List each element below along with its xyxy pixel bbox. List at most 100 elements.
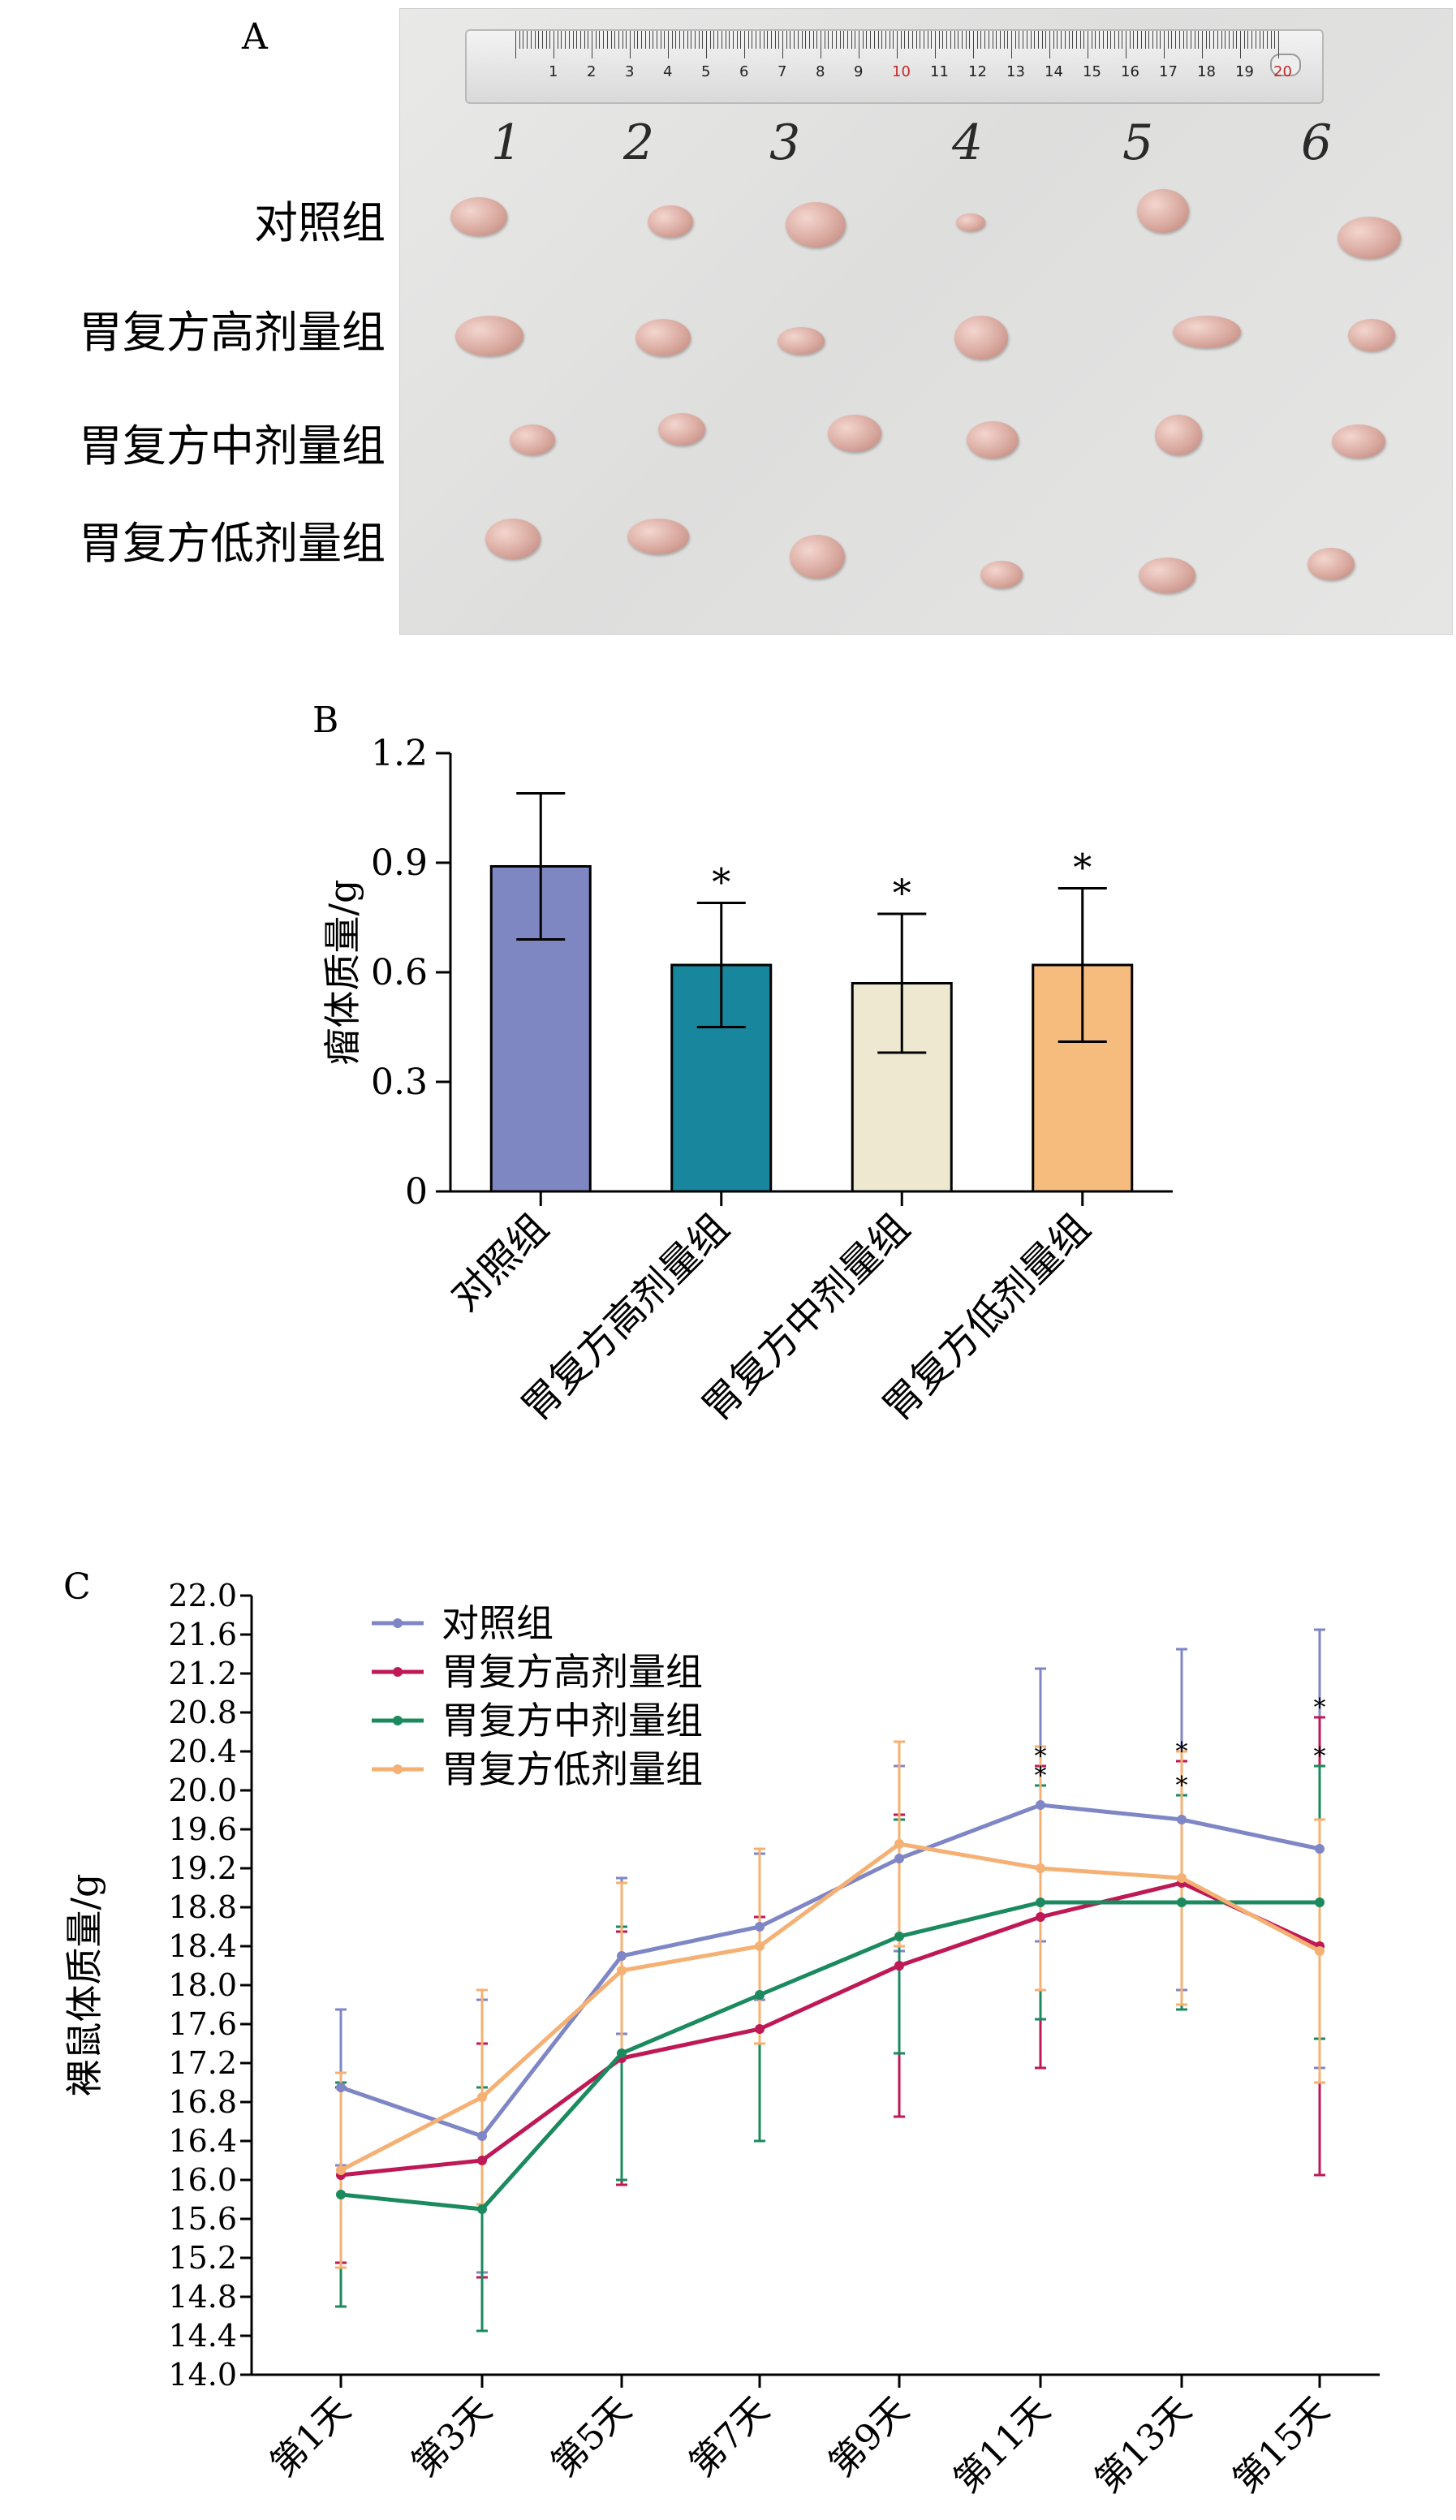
data-point xyxy=(755,2024,765,2034)
ruler-tick xyxy=(797,31,799,49)
y-axis-label: 裸鼠体质量/g xyxy=(62,1874,106,2097)
ruler-tick xyxy=(1129,31,1131,49)
ruler-tick xyxy=(1083,31,1085,49)
ruler-tick xyxy=(954,31,955,49)
ruler-number: 11 xyxy=(930,63,949,80)
ruler-tick xyxy=(1037,31,1039,49)
ruler-tick xyxy=(530,31,532,49)
ruler-tick xyxy=(626,31,627,49)
ruler-tick xyxy=(1221,31,1222,49)
ruler-tick xyxy=(630,31,631,58)
ruler-tick xyxy=(1014,31,1016,49)
ruler-tick xyxy=(1041,31,1043,49)
ruler-tick xyxy=(801,31,803,49)
ruler-number: 5 xyxy=(701,63,711,80)
data-point xyxy=(1315,1898,1325,1907)
ruler-tick xyxy=(568,31,570,49)
ruler-tick xyxy=(541,31,543,49)
ruler-tick xyxy=(1263,31,1264,49)
tumor-specimen xyxy=(1332,424,1385,459)
ruler-tick xyxy=(1160,31,1161,49)
ruler-tick xyxy=(816,31,818,49)
data-point xyxy=(894,1961,904,1971)
x-tick-label: 第11天 xyxy=(946,2389,1058,2501)
significance-mark: * xyxy=(1176,1772,1188,1800)
body-weight-line-chart: C 14.014.414.815.215.616.016.416.817.217.… xyxy=(62,1566,1380,2501)
y-tick-label: 19.6 xyxy=(168,1811,237,1847)
data-point xyxy=(477,2092,487,2102)
ruler-tick xyxy=(713,31,715,49)
tumor-specimen xyxy=(648,205,693,238)
ruler-tick xyxy=(851,31,852,49)
ruler-tick xyxy=(938,31,940,49)
ruler-number: 17 xyxy=(1159,63,1178,80)
ruler-tick xyxy=(668,31,669,58)
ruler-number: 19 xyxy=(1235,63,1254,80)
ruler-tick xyxy=(946,31,948,49)
ruler-tick xyxy=(603,31,605,49)
ruler-tick xyxy=(584,31,585,49)
legend-marker xyxy=(393,1667,403,1677)
ruler-tick xyxy=(893,31,894,49)
ruler-tick xyxy=(732,31,734,49)
ruler-tick xyxy=(1049,31,1050,58)
mouse-number: 4 xyxy=(952,114,984,171)
ruler-tick xyxy=(786,31,787,49)
y-tick-label: 15.2 xyxy=(168,2240,237,2276)
x-tick-label: 第15天 xyxy=(1226,2389,1338,2501)
y-tick-label: 19.2 xyxy=(168,1850,237,1886)
tumor-specimen xyxy=(658,413,705,446)
ruler-tick xyxy=(763,31,765,49)
y-tick-label: 16.0 xyxy=(168,2162,237,2198)
y-tick-label: 21.2 xyxy=(168,1656,237,1691)
ruler-tick xyxy=(1045,31,1047,49)
ruler-tick xyxy=(1011,31,1012,58)
series-line xyxy=(340,1900,1320,2212)
data-point xyxy=(755,1922,765,1932)
ruler-tick xyxy=(1213,31,1215,49)
ruler-tick xyxy=(1167,31,1169,49)
significance-mark: * xyxy=(1073,846,1092,890)
y-tick-label: 18.0 xyxy=(168,1967,237,2003)
y-tick-label: 20.4 xyxy=(168,1734,237,1769)
tumor-specimen xyxy=(1338,217,1401,259)
ruler-tick xyxy=(980,31,982,49)
series-line xyxy=(339,1842,1321,2173)
significance-mark: * xyxy=(1035,1762,1047,1790)
data-point xyxy=(1036,1912,1045,1922)
ruler-number: 4 xyxy=(663,63,673,80)
ruler-tick xyxy=(812,31,814,49)
ruler-tick xyxy=(915,31,917,49)
data-point xyxy=(1177,1815,1187,1824)
ruler-tick xyxy=(599,31,601,49)
ruler-number: 8 xyxy=(816,63,825,80)
ruler-tick xyxy=(931,31,933,49)
legend-label: 胃复方低剂量组 xyxy=(442,1747,703,1791)
y-tick-label: 16.4 xyxy=(168,2123,237,2159)
ruler-tick xyxy=(843,31,845,49)
ruler-tick xyxy=(877,31,879,49)
ruler-tick xyxy=(1171,31,1173,49)
ruler-number: 20 xyxy=(1273,63,1292,80)
mouse-number: 1 xyxy=(491,114,523,171)
ruler-tick xyxy=(1270,31,1272,49)
ruler-number: 12 xyxy=(968,63,987,80)
data-point xyxy=(617,2048,627,2058)
tumor-specimen xyxy=(1155,415,1202,455)
ruler-tick xyxy=(1061,31,1062,49)
data-point xyxy=(894,1839,904,1849)
tumor-specimen xyxy=(627,519,689,554)
tumor-specimen xyxy=(1348,319,1395,351)
tumor-specimen xyxy=(455,316,523,356)
ruler-tick xyxy=(595,31,597,49)
panel-letter: C xyxy=(63,1566,91,1608)
y-tick-label: 15.6 xyxy=(168,2201,237,2237)
ruler-tick xyxy=(576,31,578,49)
data-point xyxy=(1315,1844,1325,1854)
tumor-specimen xyxy=(1307,548,1355,580)
ruler-tick xyxy=(1075,31,1077,49)
y-tick-label: 0.9 xyxy=(371,842,428,884)
ruler-number: 1 xyxy=(549,63,558,80)
ruler-tick xyxy=(969,31,971,49)
